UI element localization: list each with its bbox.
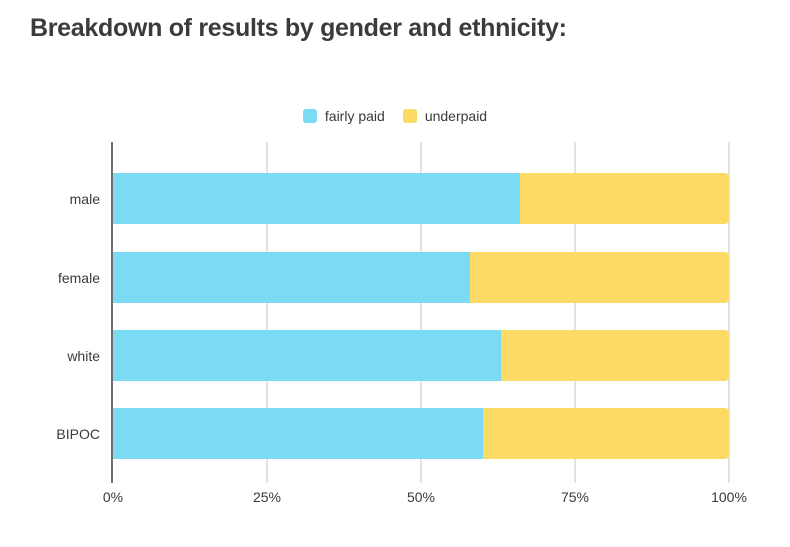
gridline: [420, 142, 422, 483]
bar-segment-underpaid: [482, 408, 729, 459]
legend-label-fairly-paid: fairly paid: [324, 108, 385, 124]
bar-segment-fairly-paid: [113, 173, 520, 224]
bar-row: [113, 330, 729, 381]
category-label: female: [57, 269, 100, 286]
gridline: [266, 142, 268, 483]
bar-segment-fairly-paid: [113, 408, 483, 459]
category-label: male: [69, 190, 100, 207]
chart-title: Breakdown of results by gender and ethni…: [30, 14, 567, 42]
legend-item-fairly-paid: fairly paid: [302, 108, 385, 124]
legend: fairly paid underpaid: [0, 108, 790, 124]
plot-area: [111, 142, 730, 483]
x-axis-tick-label: 25%: [252, 489, 282, 505]
category-label: white: [67, 347, 100, 364]
category-label: BIPOC: [56, 425, 100, 442]
x-axis-tick-label: 50%: [406, 489, 436, 505]
legend-item-underpaid: underpaid: [402, 108, 488, 124]
bar-segment-fairly-paid: [113, 330, 502, 381]
bar-segment-underpaid: [501, 330, 729, 381]
x-axis-tick-label: 75%: [560, 489, 590, 505]
x-axis-tick-label: 100%: [711, 489, 747, 505]
bar-row: [113, 408, 729, 459]
bar-segment-underpaid: [470, 252, 729, 303]
y-axis-line: [111, 142, 113, 483]
bar-row: [113, 173, 729, 224]
legend-label-underpaid: underpaid: [424, 108, 488, 124]
gridline: [574, 142, 576, 483]
x-axis-tick-label: 0%: [102, 489, 124, 505]
bar-row: [113, 252, 729, 303]
gridline: [728, 142, 730, 483]
bar-segment-underpaid: [519, 173, 729, 224]
legend-swatch-fairly-paid-icon: [302, 109, 317, 123]
bar-segment-fairly-paid: [113, 252, 471, 303]
x-axis-tick-labels: 0% 25% 50% 75% 100%: [103, 489, 747, 509]
y-axis-category-labels: male female white BIPOC: [0, 142, 100, 483]
legend-swatch-underpaid-icon: [402, 109, 417, 123]
